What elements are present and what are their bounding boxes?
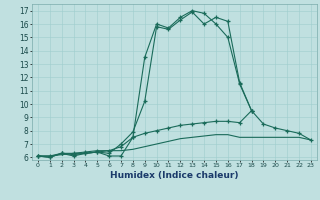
X-axis label: Humidex (Indice chaleur): Humidex (Indice chaleur) (110, 171, 239, 180)
